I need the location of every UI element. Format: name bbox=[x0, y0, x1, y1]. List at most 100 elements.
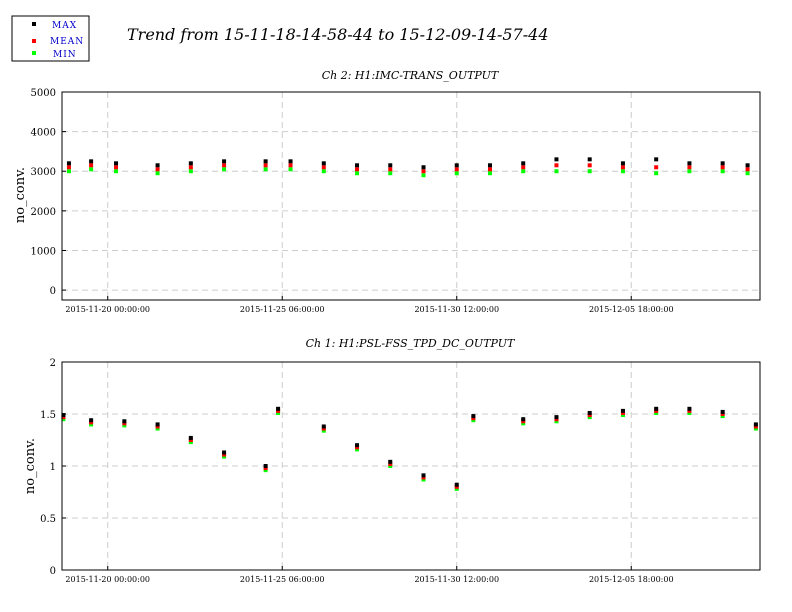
point-min bbox=[61, 417, 66, 422]
point-mean bbox=[114, 165, 119, 170]
x-tick-label: 2015-11-20 00:00:00 bbox=[65, 575, 150, 584]
point-mean bbox=[421, 475, 426, 480]
point-min bbox=[66, 169, 71, 174]
point-max bbox=[753, 422, 758, 427]
x-tick-label: 2015-11-25 06:00:00 bbox=[240, 305, 325, 314]
point-min bbox=[388, 171, 393, 176]
point-mean bbox=[61, 415, 66, 420]
point-min bbox=[388, 464, 393, 468]
x-tick-label: 2015-11-30 12:00:00 bbox=[414, 575, 499, 584]
y-tick-label: 4000 bbox=[31, 128, 56, 139]
legend-label-max: MAX bbox=[52, 21, 77, 31]
point-max bbox=[388, 163, 393, 168]
x-tick-label: 2015-11-30 12:00:00 bbox=[414, 305, 499, 314]
point-mean bbox=[263, 466, 268, 471]
point-max bbox=[388, 459, 393, 464]
point-mean bbox=[654, 165, 659, 170]
chart-2-title: Ch 1: H1:PSL-FSS_TPD_DC_OUTPUT bbox=[306, 337, 516, 350]
point-max bbox=[89, 159, 94, 164]
point-min bbox=[654, 171, 659, 176]
plot-frame bbox=[61, 91, 761, 301]
y-tick-label: 0 bbox=[50, 286, 56, 297]
legend-marker-min bbox=[32, 51, 36, 55]
point-max bbox=[654, 157, 659, 162]
point-mean bbox=[155, 167, 160, 172]
point-max bbox=[155, 163, 160, 168]
legend-frame bbox=[11, 15, 90, 62]
point-min bbox=[620, 413, 625, 418]
point-max bbox=[471, 414, 476, 419]
point-mean bbox=[620, 410, 625, 415]
point-max bbox=[454, 163, 459, 168]
point-min bbox=[454, 171, 459, 176]
point-max bbox=[122, 419, 127, 424]
point-max bbox=[554, 415, 559, 420]
point-mean bbox=[587, 163, 592, 168]
point-min bbox=[521, 169, 526, 174]
figure-title: Trend from 15-11-18-14-58-44 to 15-12-09… bbox=[127, 25, 549, 44]
point-max bbox=[720, 409, 725, 414]
point-mean bbox=[155, 424, 160, 429]
point-max bbox=[487, 163, 492, 168]
point-max bbox=[554, 157, 559, 162]
point-max bbox=[222, 159, 227, 164]
y-tick-label: 3000 bbox=[31, 167, 56, 178]
point-mean bbox=[454, 167, 459, 172]
point-mean bbox=[487, 167, 492, 172]
point-max bbox=[288, 159, 293, 164]
point-mean bbox=[89, 163, 94, 168]
point-min bbox=[263, 167, 268, 172]
point-mean bbox=[471, 416, 476, 421]
point-mean bbox=[388, 167, 393, 172]
point-min bbox=[745, 171, 750, 176]
point-mean bbox=[66, 165, 71, 170]
legend-marker-mean bbox=[32, 39, 36, 43]
plot-frame bbox=[61, 361, 761, 571]
point-max bbox=[61, 413, 66, 418]
point-mean bbox=[321, 426, 326, 431]
point-min bbox=[554, 169, 559, 174]
point-max bbox=[276, 406, 281, 411]
point-min bbox=[720, 414, 725, 419]
point-max bbox=[454, 482, 459, 487]
legend-label-min: MIN bbox=[53, 50, 77, 60]
point-mean bbox=[687, 408, 692, 413]
point-max bbox=[321, 424, 326, 429]
legend: MAX MEAN MIN bbox=[11, 15, 90, 62]
point-mean bbox=[554, 163, 559, 168]
point-max bbox=[587, 157, 592, 162]
point-min bbox=[487, 171, 492, 176]
point-mean bbox=[188, 438, 193, 442]
point-min bbox=[654, 410, 659, 415]
point-min bbox=[321, 169, 326, 174]
y-tick-label: 2 bbox=[50, 358, 56, 369]
point-min bbox=[263, 468, 268, 473]
point-mean bbox=[276, 408, 281, 413]
point-max bbox=[745, 163, 750, 168]
y-tick-label: 1.5 bbox=[40, 410, 56, 421]
y-tick-label: 5000 bbox=[31, 88, 56, 99]
point-mean bbox=[521, 165, 526, 170]
point-mean bbox=[421, 169, 426, 174]
point-max bbox=[620, 161, 625, 166]
point-min bbox=[554, 419, 559, 424]
chart-2-ylabel: no_conv. bbox=[23, 438, 38, 494]
point-max bbox=[720, 161, 725, 166]
point-max bbox=[654, 406, 659, 411]
point-min bbox=[188, 169, 193, 174]
point-min bbox=[321, 428, 326, 433]
legend-marker-max bbox=[32, 22, 36, 26]
point-min bbox=[288, 167, 293, 172]
point-mean bbox=[122, 421, 127, 426]
y-tick-label: 0.5 bbox=[40, 514, 56, 525]
point-min bbox=[222, 454, 227, 459]
point-max bbox=[355, 163, 360, 168]
point-mean bbox=[222, 452, 227, 457]
point-min bbox=[188, 440, 193, 445]
point-min bbox=[89, 167, 94, 172]
point-mean bbox=[587, 413, 592, 418]
point-max bbox=[89, 418, 94, 423]
point-min bbox=[620, 169, 625, 174]
point-max bbox=[66, 161, 71, 166]
point-mean bbox=[188, 165, 193, 170]
